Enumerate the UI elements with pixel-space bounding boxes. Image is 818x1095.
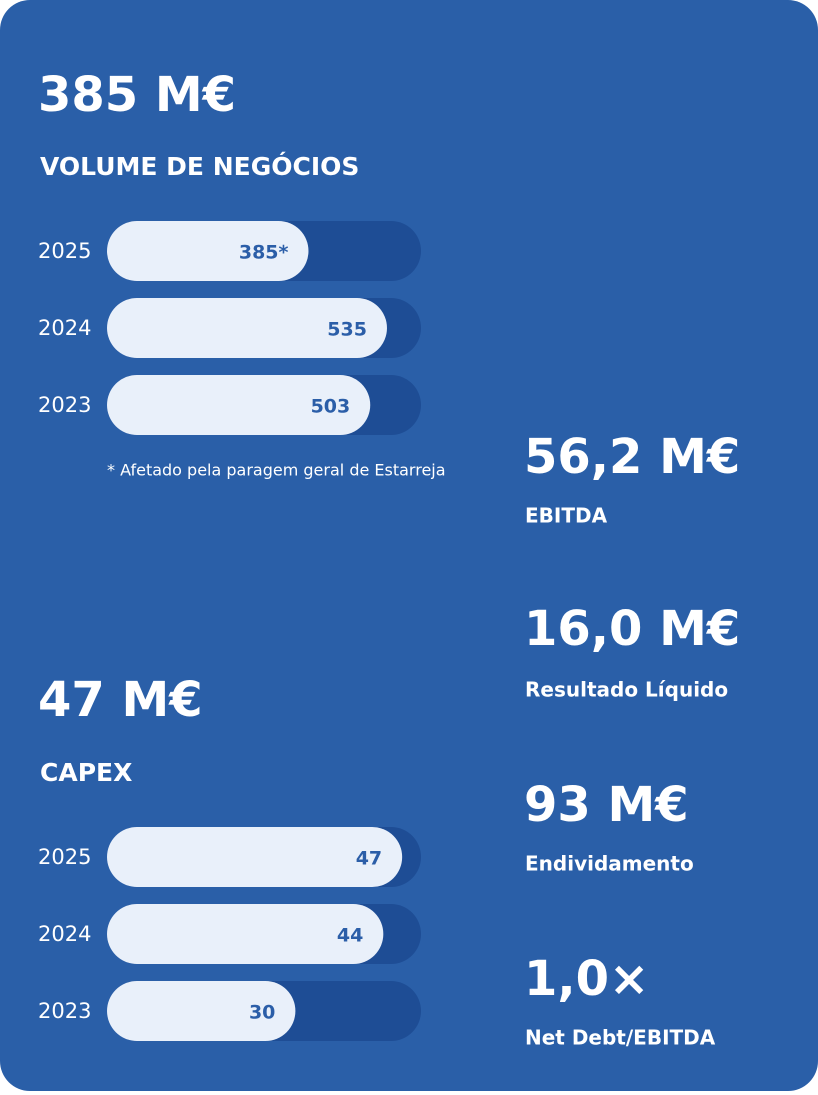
headline: 47 M€ [38,672,203,728]
value-label: 30 [249,1002,275,1024]
bar [107,904,384,964]
kpi-value: 56,2 M€ [524,429,740,485]
value-label: 503 [311,396,351,418]
bar [107,981,296,1041]
kpi-value: 16,0 M€ [524,601,740,657]
category-label: 2023 [38,999,91,1023]
bar [107,375,371,435]
headline: 385 M€ [38,67,236,123]
note: * Afetado pela paragem geral de Estarrej… [107,461,446,480]
value-label: 385* [239,242,289,264]
chart-title: VOLUME DE NEGÓCIOS [40,151,359,181]
bar [107,221,309,281]
value-label: 535 [327,319,367,341]
category-label: 2025 [38,239,91,263]
bar [107,298,387,358]
category-label: 2023 [38,393,91,417]
category-label: 2024 [38,922,91,946]
kpi-label: EBITDA [525,504,608,528]
kpi-label: Endividamento [525,852,694,876]
category-label: 2025 [38,845,91,869]
chart-title: CAPEX [40,758,132,787]
kpi-value: 93 M€ [524,777,689,833]
bar [107,827,403,887]
kpi-value: 1,0× [524,951,649,1007]
kpi-label: Net Debt/EBITDA [525,1026,716,1050]
value-label: 47 [356,848,382,870]
category-label: 2024 [38,316,91,340]
kpi-label: Resultado Líquido [525,678,728,702]
value-label: 44 [337,925,363,947]
